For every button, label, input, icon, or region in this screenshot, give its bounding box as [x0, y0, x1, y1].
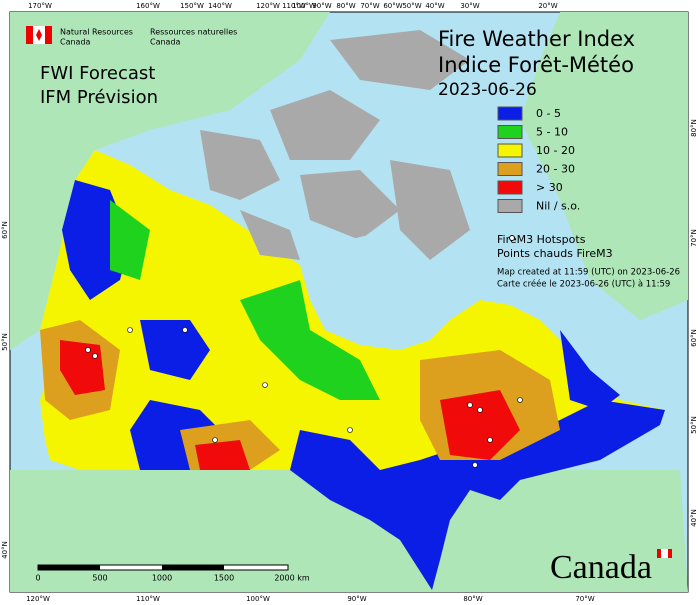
- graticule-label: 110°W: [282, 2, 306, 10]
- legend-swatch: [497, 180, 523, 195]
- flag-band: [45, 26, 52, 44]
- scale-label: 500: [92, 574, 107, 583]
- land-other: [10, 12, 688, 592]
- scale-label: 2000 km: [274, 574, 310, 583]
- graticule-label: 80°W: [336, 2, 355, 10]
- graticule-label: 120°W: [256, 2, 280, 10]
- graticule-label: 40°N: [1, 541, 9, 559]
- legend-label: 5 - 10: [536, 126, 568, 139]
- hotspot-symbol: [509, 235, 515, 241]
- graticule-label: 50°N: [1, 333, 9, 351]
- agency-text: Ressources naturelles: [150, 28, 237, 37]
- scale-label: 1000: [152, 574, 172, 583]
- graticule-label: 50°N: [690, 416, 698, 434]
- scale-segment: [162, 565, 224, 570]
- graticule-label: 60°W: [383, 2, 402, 10]
- legend-label: FireM3 Hotspots: [497, 233, 586, 246]
- hudson-bay: [320, 235, 430, 335]
- agency-text: Natural Resources: [60, 28, 133, 37]
- graticule-label: 40°W: [425, 2, 444, 10]
- graticule-label: 110°W: [136, 595, 160, 603]
- graticule-label: 140°W: [208, 2, 232, 10]
- legend-swatch: [497, 106, 523, 121]
- scale-bar: [37, 564, 289, 571]
- legend-swatch: [497, 162, 523, 176]
- wordmark-flag: [657, 549, 672, 558]
- scale-label: 0: [35, 574, 40, 583]
- map-title: Indice Forêt-Météo: [438, 53, 634, 77]
- graticule-label: 50°W: [402, 2, 421, 10]
- graticule-label: 120°W: [26, 595, 50, 603]
- legend-label: Points chauds FireM3: [497, 247, 613, 260]
- flag-leaf: [36, 29, 42, 41]
- graticule-label: 90°W: [347, 595, 366, 603]
- graticule-label: 60°N: [690, 329, 698, 347]
- hotspots: [85, 327, 523, 468]
- graticule-label: 100°W: [246, 595, 270, 603]
- product-title: IFM Prévision: [40, 87, 158, 108]
- graticule-label: 70°W: [575, 595, 594, 603]
- legend-label: > 30: [536, 181, 563, 194]
- scale-segment: [38, 565, 100, 570]
- graticule-label: 170°W: [28, 2, 52, 10]
- wordmark: Canada: [550, 549, 652, 586]
- map-date: 2023-06-26: [438, 80, 537, 100]
- legend: 0 - 5 5 - 10 10 - 20 20 - 30 > 30 Nil / s.o.: [497, 106, 580, 213]
- graticule-label: 70°N: [690, 229, 698, 247]
- graticule-label: 150°W: [180, 2, 204, 10]
- legend-swatch: [497, 199, 523, 213]
- credit: Carte créée le 2023-06-26 (UTC) à 11:59: [497, 279, 670, 290]
- flag-band: [26, 26, 33, 44]
- credit: Map created at 11:59 (UTC) on 2023-06-26: [497, 268, 680, 278]
- graticule-label: 80°N: [690, 119, 698, 137]
- legend-label: 10 - 20: [536, 144, 575, 157]
- graticule-label: 30°W: [460, 2, 479, 10]
- map-title: Fire Weather Index: [438, 27, 635, 51]
- legend-label: 20 - 30: [536, 163, 575, 176]
- graticule-label: 100°W: [292, 2, 316, 10]
- graticule-label: 70°W: [360, 2, 379, 10]
- scale-label: 1500: [214, 574, 234, 583]
- graticule-label: 160°W: [136, 2, 160, 10]
- product-title: FWI Forecast: [40, 63, 155, 84]
- graticule-label: 60°N: [1, 221, 9, 239]
- graticule-label: 80°W: [463, 595, 482, 603]
- header-block: Natural Resources Canada Ressources natu…: [26, 26, 635, 108]
- agency-text: Canada: [150, 38, 181, 47]
- legend-swatch: [497, 143, 523, 158]
- legend-swatch: [497, 125, 523, 139]
- graticule-label: 40°N: [690, 509, 698, 527]
- agency-text: Canada: [60, 38, 91, 47]
- canada-fwi: [40, 150, 665, 590]
- legend-label: 0 - 5: [536, 107, 561, 120]
- graticule-label: 20°W: [538, 2, 557, 10]
- legend-label: Nil / s.o.: [536, 200, 580, 213]
- graticule-label: 90°W: [312, 2, 331, 10]
- arctic-nil: [200, 30, 470, 260]
